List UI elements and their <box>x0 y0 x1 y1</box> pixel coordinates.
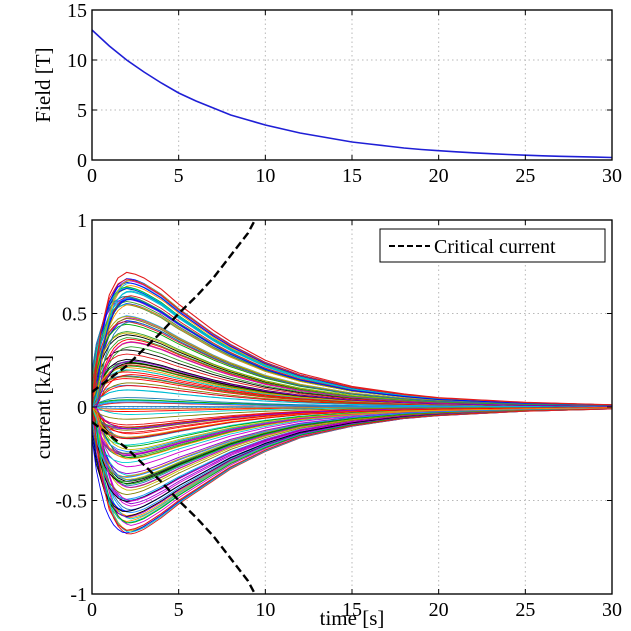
field-y-tick-label: 5 <box>77 100 87 122</box>
current-curve <box>92 407 612 440</box>
field-x-tick-label: 30 <box>602 165 622 187</box>
current-curve-max-envelope <box>92 271 612 408</box>
current-curve <box>92 406 612 420</box>
current-curve-min-envelope <box>92 406 612 532</box>
field-y-tick-label: 15 <box>67 0 87 22</box>
current-y-axis-label: current [kA] <box>31 355 55 459</box>
field-x-tick-label: 0 <box>87 165 97 187</box>
current-curves <box>92 271 612 535</box>
current-curve <box>92 407 612 478</box>
current-y-tick-label: -0.5 <box>55 491 87 513</box>
field-grid <box>92 10 612 160</box>
current-curve <box>92 389 612 408</box>
current-x-tick-label: 10 <box>255 599 275 621</box>
field-x-tick-labels: 0 5 10 15 20 25 30 <box>87 165 622 187</box>
current-plot: 0 5 10 15 20 25 30 -1 -0.5 0 0.5 1 current [kA] ti… <box>31 210 622 630</box>
field-plot-area <box>91 9 613 161</box>
current-x-tick-label: 20 <box>429 599 449 621</box>
critical-current-upper-line <box>92 220 256 393</box>
field-x-tick-label: 25 <box>515 165 535 187</box>
current-ticks <box>91 219 613 595</box>
legend: Critical current <box>379 228 606 263</box>
current-x-tick-label: 5 <box>174 599 184 621</box>
field-ticks <box>91 9 613 161</box>
current-curve <box>92 407 612 496</box>
current-x-tick-label: 15 <box>342 599 362 621</box>
current-x-tick-label: 30 <box>602 599 622 621</box>
field-x-tick-label: 10 <box>255 165 275 187</box>
current-y-tick-labels: -1 -0.5 0 0.5 1 <box>55 210 87 606</box>
legend-critical-current-label: Critical current <box>434 236 556 258</box>
field-x-tick-label: 15 <box>342 165 362 187</box>
current-y-tick-label: 1 <box>77 210 87 232</box>
current-y-tick-label: 0.5 <box>62 304 87 326</box>
current-curve <box>92 337 612 408</box>
field-y-axis-label: Field [T] <box>31 47 55 122</box>
critical-current-lower-line <box>92 421 256 594</box>
field-y-tick-label: 10 <box>67 50 87 72</box>
current-y-tick-label: 0 <box>77 397 87 419</box>
field-x-tick-label: 20 <box>429 165 449 187</box>
current-x-tick-label: 25 <box>515 599 535 621</box>
field-y-tick-labels: 0 5 10 15 <box>67 0 87 172</box>
field-x-tick-label: 5 <box>174 165 184 187</box>
current-x-axis-label: time [s] <box>320 606 385 630</box>
current-x-tick-label: 0 <box>87 599 97 621</box>
current-curve <box>92 299 612 408</box>
current-x-tick-labels: 0 5 10 15 20 25 30 <box>87 599 622 621</box>
current-curve <box>92 360 612 408</box>
field-plot: 0 5 10 15 20 25 30 0 5 10 15 Field [T] <box>31 0 622 187</box>
current-y-tick-label: -1 <box>70 584 87 606</box>
current-curve <box>92 321 612 408</box>
current-curve <box>92 406 612 460</box>
critical-current-curves <box>92 220 256 594</box>
field-y-tick-label: 0 <box>77 150 87 172</box>
